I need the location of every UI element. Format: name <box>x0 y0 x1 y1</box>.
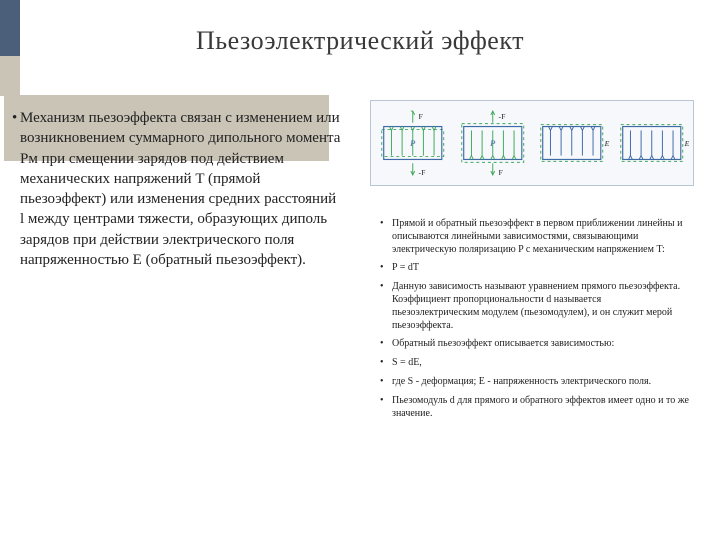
svg-text:P: P <box>489 138 496 148</box>
svg-text:F: F <box>498 168 503 177</box>
right-bullet-item: Обратный пьезоэффект описывается зависим… <box>380 338 690 351</box>
svg-text:F: F <box>419 112 424 121</box>
right-bullet-item: Данную зависимость называют уравнением п… <box>380 281 690 332</box>
right-column: Прямой и обратный пьезоэффект в первом п… <box>380 218 690 426</box>
svg-text:E: E <box>683 139 689 148</box>
figure-panel: E <box>534 105 610 181</box>
right-bullet-item: S = dE, <box>380 357 690 370</box>
right-bullet-list: Прямой и обратный пьезоэффект в первом п… <box>380 218 690 420</box>
svg-text:-F: -F <box>419 168 427 177</box>
figure-panel: P F -F <box>375 105 451 181</box>
right-bullet-item: Пьезомодуль d для прямого и обратного эф… <box>380 395 690 421</box>
piezo-figure: P F -F P -F F E E <box>370 100 694 186</box>
right-bullet-item: где S - деформация; E - напряженность эл… <box>380 376 690 389</box>
svg-text:P: P <box>409 138 416 148</box>
bullet-dot: • <box>12 108 20 128</box>
right-bullet-item: Прямой и обратный пьезоэффект в первом п… <box>380 218 690 256</box>
slide-title: Пьезоэлектрический эффект <box>0 26 720 56</box>
left-column: • Механизм пьезоэффекта связан с изменен… <box>12 108 342 270</box>
right-bullet-item: P = dT <box>380 262 690 275</box>
figure-panel: P -F F <box>455 105 531 181</box>
accent-bar-light <box>0 56 20 96</box>
svg-text:-F: -F <box>498 112 506 121</box>
figure-panel: E <box>614 105 690 181</box>
left-paragraph: Механизм пьезоэффекта связан с изменение… <box>20 108 342 270</box>
svg-text:E: E <box>604 139 610 148</box>
